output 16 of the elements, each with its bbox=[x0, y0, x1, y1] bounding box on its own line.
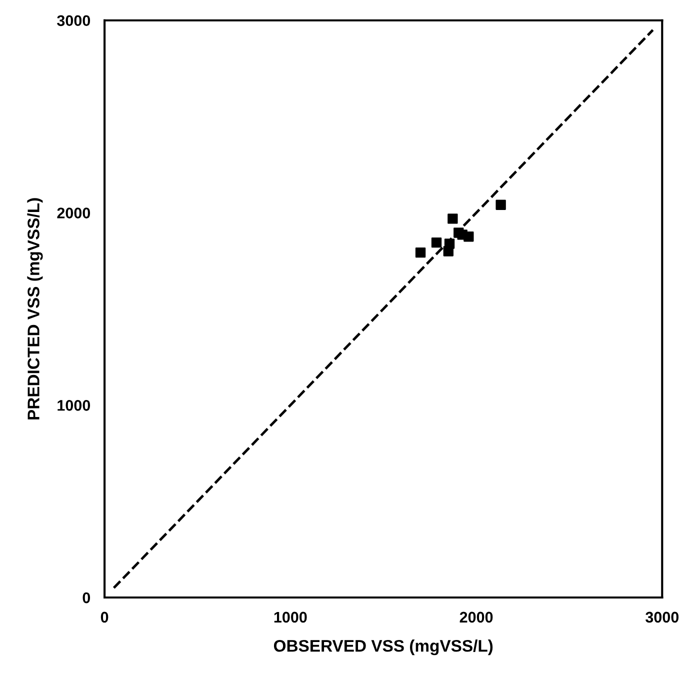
point bbox=[496, 200, 506, 210]
x-tick-label: 0 bbox=[100, 612, 108, 623]
y-tick-label: 3000 bbox=[57, 15, 90, 26]
y-tick-label: 0 bbox=[82, 592, 90, 604]
point bbox=[443, 246, 454, 256]
y-tick-label: 1000 bbox=[58, 400, 90, 411]
y-tick-label: 2000 bbox=[57, 208, 90, 218]
x-tick-label: 3000 bbox=[646, 612, 679, 623]
y-axis-title: PREDICTED VSS (mgVSS/L) bbox=[27, 198, 43, 420]
point bbox=[464, 232, 474, 242]
point bbox=[415, 247, 426, 258]
x-tick-label: 2000 bbox=[460, 612, 493, 623]
point bbox=[448, 214, 458, 224]
x-tick-label: 1000 bbox=[274, 612, 307, 623]
point bbox=[431, 237, 442, 248]
x-axis-title: OBSERVED VSS (mgVSS/L) bbox=[274, 640, 493, 656]
